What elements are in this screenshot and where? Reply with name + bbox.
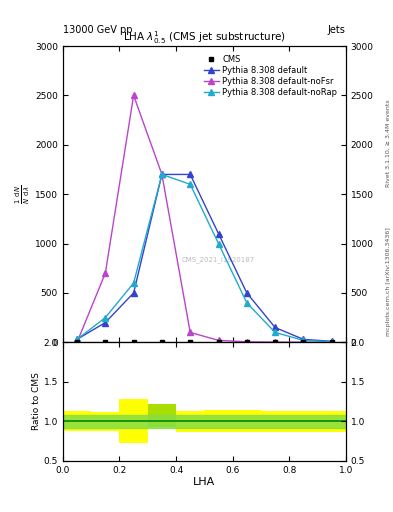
Bar — [289, 411, 318, 432]
Bar — [204, 410, 233, 432]
Pythia 8.308 default — [329, 338, 334, 345]
Pythia 8.308 default-noFsr — [216, 337, 221, 344]
Pythia 8.308 default-noRap — [131, 280, 136, 286]
CMS — [329, 339, 334, 346]
Pythia 8.308 default — [216, 230, 221, 237]
Line: CMS: CMS — [75, 340, 334, 345]
Pythia 8.308 default-noFsr — [301, 339, 306, 345]
Text: mcplots.cern.ch [arXiv:1306.3436]: mcplots.cern.ch [arXiv:1306.3436] — [386, 227, 391, 336]
Pythia 8.308 default — [244, 290, 249, 296]
CMS — [244, 339, 249, 346]
Line: Pythia 8.308 default: Pythia 8.308 default — [74, 172, 335, 345]
Bar — [119, 399, 148, 443]
Pythia 8.308 default-noFsr — [160, 172, 164, 178]
Pythia 8.308 default-noRap — [160, 172, 164, 178]
Line: Pythia 8.308 default-noFsr: Pythia 8.308 default-noFsr — [74, 92, 335, 346]
Pythia 8.308 default-noFsr — [244, 339, 249, 345]
Pythia 8.308 default-noFsr — [75, 339, 79, 346]
Text: CMS_2021_I1920187: CMS_2021_I1920187 — [182, 256, 255, 263]
Bar — [261, 411, 289, 432]
Pythia 8.308 default — [103, 319, 108, 326]
Bar — [176, 411, 204, 432]
Bar — [63, 415, 346, 428]
Y-axis label: $\frac{1}{N}\,\frac{\mathrm{d}N}{\mathrm{d}\lambda}$: $\frac{1}{N}\,\frac{\mathrm{d}N}{\mathrm… — [14, 184, 32, 204]
CMS — [216, 339, 221, 346]
Bar — [233, 410, 261, 432]
Pythia 8.308 default — [188, 172, 193, 178]
Pythia 8.308 default — [131, 290, 136, 296]
Pythia 8.308 default — [301, 336, 306, 343]
Pythia 8.308 default — [160, 172, 164, 178]
CMS — [160, 339, 164, 346]
Legend: CMS, Pythia 8.308 default, Pythia 8.308 default-noFsr, Pythia 8.308 default-noRa: CMS, Pythia 8.308 default, Pythia 8.308 … — [202, 53, 339, 99]
Pythia 8.308 default-noFsr — [131, 92, 136, 98]
Pythia 8.308 default-noRap — [216, 241, 221, 247]
Bar — [63, 411, 91, 431]
Y-axis label: Ratio to CMS: Ratio to CMS — [32, 373, 41, 431]
Bar — [148, 404, 176, 427]
Pythia 8.308 default-noRap — [329, 339, 334, 345]
Text: 13000 GeV pp: 13000 GeV pp — [63, 25, 132, 35]
Line: Pythia 8.308 default-noRap: Pythia 8.308 default-noRap — [74, 172, 335, 345]
Pythia 8.308 default-noFsr — [329, 339, 334, 346]
Pythia 8.308 default-noRap — [103, 314, 108, 321]
CMS — [273, 339, 277, 346]
Pythia 8.308 default — [273, 325, 277, 331]
Title: LHA $\lambda^{1}_{0.5}$ (CMS jet substructure): LHA $\lambda^{1}_{0.5}$ (CMS jet substru… — [123, 29, 286, 46]
X-axis label: LHA: LHA — [193, 477, 215, 487]
Pythia 8.308 default-noRap — [75, 336, 79, 343]
CMS — [188, 339, 193, 346]
Pythia 8.308 default-noRap — [188, 181, 193, 187]
Pythia 8.308 default-noFsr — [273, 339, 277, 345]
CMS — [131, 339, 136, 346]
CMS — [103, 339, 108, 346]
Pythia 8.308 default — [75, 336, 79, 343]
Bar — [318, 411, 346, 432]
Pythia 8.308 default-noRap — [273, 329, 277, 335]
Pythia 8.308 default-noFsr — [188, 329, 193, 335]
Text: Jets: Jets — [328, 25, 346, 35]
Text: Rivet 3.1.10, ≥ 3.4M events: Rivet 3.1.10, ≥ 3.4M events — [386, 99, 391, 187]
Pythia 8.308 default-noRap — [244, 300, 249, 306]
Pythia 8.308 default-noRap — [301, 337, 306, 344]
Bar — [91, 412, 119, 431]
CMS — [75, 339, 79, 346]
CMS — [301, 339, 306, 346]
Pythia 8.308 default-noFsr — [103, 270, 108, 276]
